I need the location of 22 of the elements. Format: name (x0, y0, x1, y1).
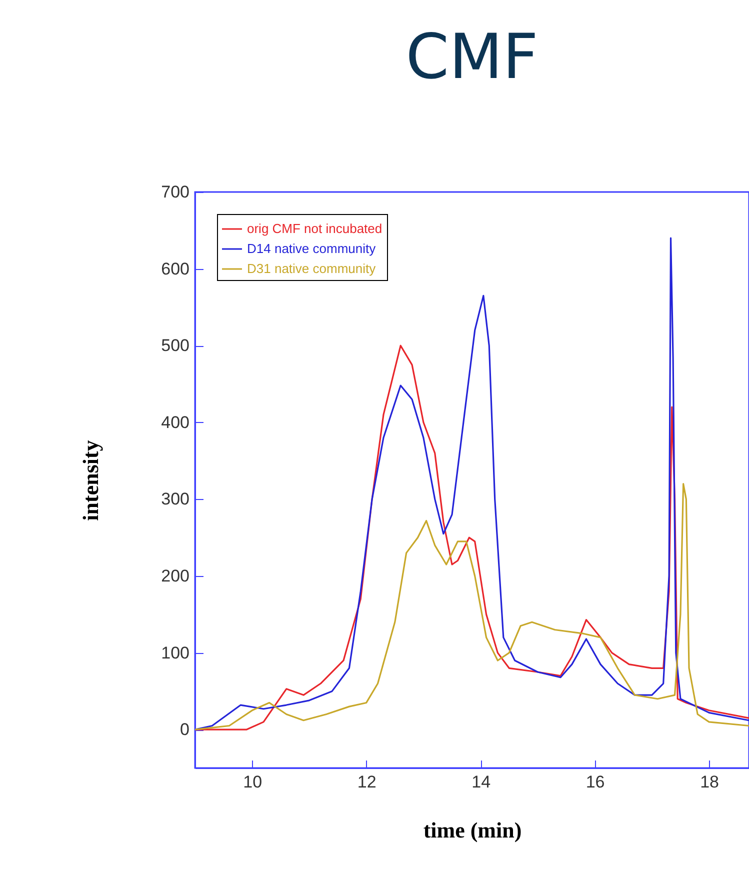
y-axis-title: intensity (78, 440, 104, 521)
x-tick-label: 18 (700, 772, 719, 792)
y-tick-label: 300 (161, 490, 190, 509)
x-tick-label: 10 (243, 772, 262, 792)
y-tick-label: 100 (161, 643, 190, 662)
y-tick-label: 0 (180, 720, 190, 740)
line-series (195, 237, 749, 730)
legend-label: D31 native community (247, 261, 376, 276)
y-tick-label: 600 (161, 259, 190, 278)
line-series (195, 483, 749, 730)
y-tick-label: 500 (161, 336, 190, 356)
x-tick-label: 12 (357, 772, 376, 792)
x-tick-label: 16 (586, 772, 605, 792)
legend-label: orig CMF not incubated (247, 221, 382, 236)
y-tick-label: 400 (161, 412, 190, 432)
y-tick-label: 700 (161, 182, 190, 202)
line-series (195, 344, 749, 730)
chart-title: CMF (406, 20, 538, 93)
y-tick-label: 200 (161, 566, 190, 586)
x-axis-title: time (min) (423, 818, 522, 842)
legend-label: D14 native community (247, 241, 376, 256)
x-tick-label: 14 (472, 772, 491, 792)
